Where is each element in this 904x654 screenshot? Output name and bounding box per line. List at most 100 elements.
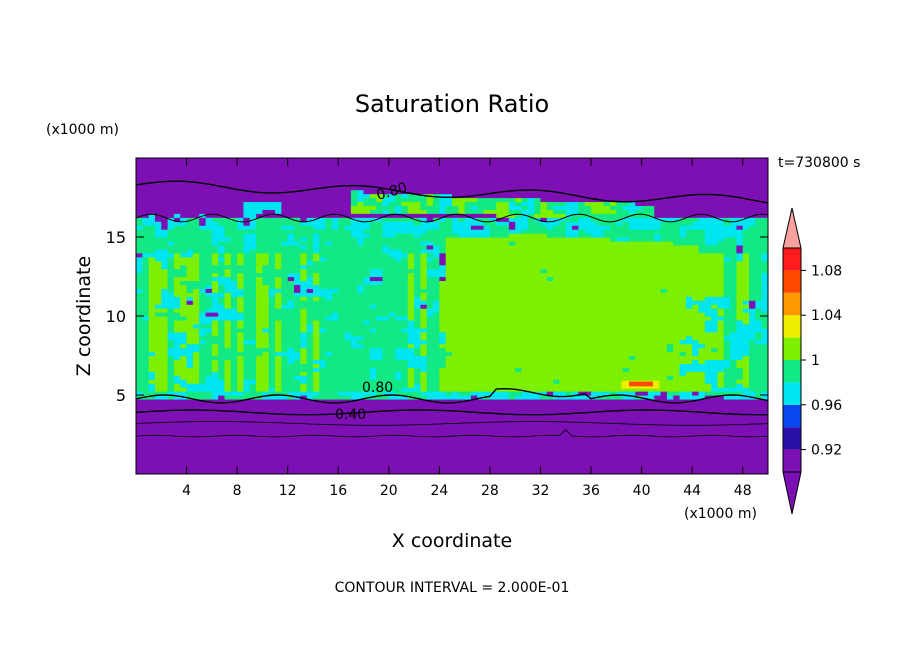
field-cell [723, 312, 737, 317]
field-cell [281, 292, 295, 297]
field-cell [395, 316, 409, 321]
field-cell [199, 264, 257, 270]
field-cell [414, 316, 421, 321]
field-cell [230, 375, 238, 380]
field-cell [723, 343, 731, 349]
field-cell [736, 256, 744, 262]
field-cell [635, 209, 655, 214]
field-cell [407, 296, 415, 301]
field-cell [136, 304, 150, 309]
field-cell [136, 383, 150, 388]
field-cell [426, 319, 440, 325]
field-cell [167, 225, 175, 230]
field-cell [142, 288, 150, 293]
field-cell [369, 327, 377, 333]
field-cell [186, 272, 200, 278]
field-cell [281, 339, 301, 345]
field-cell [319, 327, 327, 333]
field-cell [755, 339, 768, 345]
field-cell [230, 335, 238, 341]
field-cell [300, 339, 308, 345]
field-cell [136, 193, 352, 199]
field-cell [319, 383, 409, 388]
field-cell [136, 189, 352, 195]
field-cell [136, 434, 768, 440]
field-cell [723, 316, 737, 321]
field-cell [136, 387, 150, 392]
field-cell [319, 371, 371, 376]
field-cell [704, 359, 731, 364]
field-cell [755, 391, 763, 396]
field-cell [369, 225, 384, 230]
field-cell [281, 383, 301, 388]
field-cell [256, 363, 270, 368]
field-cell [414, 367, 421, 372]
field-cell [420, 292, 428, 297]
field-cell [420, 335, 428, 341]
field-cell [211, 260, 219, 266]
field-cell [167, 339, 175, 345]
field-cell [496, 221, 510, 226]
field-cell [439, 316, 712, 321]
field-cell [666, 288, 725, 293]
y-tick-label: 10 [106, 307, 126, 326]
field-cell [319, 351, 327, 357]
field-cell [641, 205, 655, 210]
field-cell [136, 454, 768, 459]
field-cell [344, 335, 365, 341]
field-cell [218, 296, 226, 301]
field-cell [761, 288, 768, 293]
field-cell [319, 272, 371, 278]
field-cell [224, 327, 232, 333]
field-cell [300, 276, 308, 282]
field-cell [148, 375, 156, 380]
field-cell [565, 217, 579, 222]
field-cell [136, 284, 150, 289]
field-cell [136, 260, 143, 266]
field-cell [205, 379, 226, 384]
field-cell [211, 276, 232, 282]
field-cell [300, 272, 308, 278]
field-cell [136, 201, 245, 206]
field-cell [704, 371, 719, 376]
field-cell [237, 304, 245, 309]
field-cell [483, 221, 497, 226]
field-cell [515, 213, 523, 218]
field-cell [755, 300, 768, 305]
field-cell [414, 280, 421, 285]
field-cell [426, 327, 440, 333]
field-cell [312, 327, 320, 333]
field-cell [730, 347, 750, 353]
field-cell [211, 371, 219, 376]
field-cell [224, 323, 232, 329]
field-cell [553, 225, 567, 230]
field-cell [224, 233, 245, 238]
field-cell [666, 347, 674, 353]
field-cell [173, 319, 200, 325]
field-cell [154, 233, 169, 238]
field-cell [136, 410, 768, 416]
field-cell [275, 209, 282, 214]
field-cell [445, 391, 453, 396]
x-tick-label: 40 [633, 483, 651, 499]
field-cell [249, 383, 257, 388]
field-cell [186, 296, 194, 301]
field-cell [136, 319, 150, 325]
field-cell [749, 288, 763, 293]
field-cell [262, 351, 270, 357]
field-cell [433, 244, 440, 250]
field-cell [237, 323, 245, 329]
field-cell [300, 335, 308, 341]
field-cell [218, 359, 226, 364]
field-cell [224, 248, 245, 254]
field-cell [275, 323, 282, 329]
field-cell [243, 343, 257, 349]
field-cell [224, 335, 232, 341]
field-cell [224, 395, 263, 400]
field-cell [256, 268, 263, 274]
field-cell [357, 193, 371, 199]
field-cell [281, 363, 314, 368]
field-cell [249, 221, 257, 226]
field-cell [407, 260, 415, 266]
field-cell [199, 351, 213, 357]
